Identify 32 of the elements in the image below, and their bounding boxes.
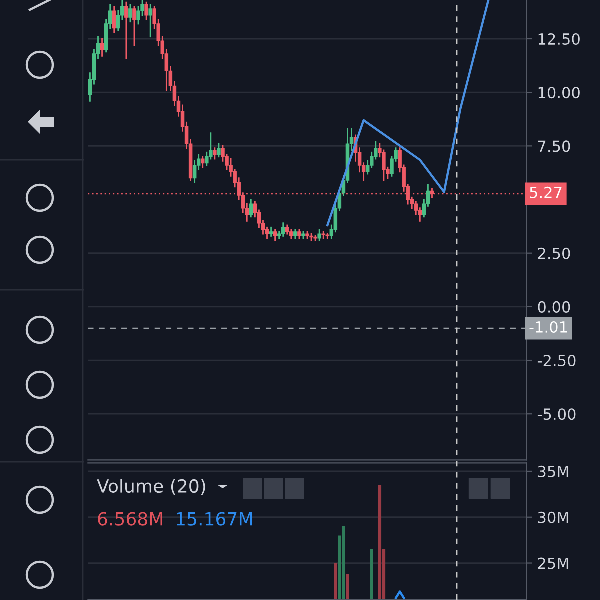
candlestick bbox=[213, 148, 217, 160]
y-tick-label: 30M bbox=[538, 512, 568, 524]
line-series bbox=[326, 0, 490, 227]
y-tick-label: 35M bbox=[538, 466, 568, 478]
y-tick-label: 25M bbox=[538, 558, 568, 570]
candlestick bbox=[124, 2, 128, 59]
y-tick-label: 0.00 bbox=[538, 301, 570, 313]
y-tick-label: 12.50 bbox=[538, 33, 580, 46]
text: Volume (20) bbox=[97, 479, 206, 496]
annotation: 15.167M bbox=[177, 512, 252, 526]
y-tick-label: 10.00 bbox=[538, 87, 580, 99]
candlestick bbox=[249, 199, 254, 218]
candlestick bbox=[273, 229, 278, 242]
candlestick bbox=[217, 143, 221, 158]
annotation: 6.568M bbox=[98, 512, 162, 526]
ref-line-label: 5.27 bbox=[530, 186, 562, 198]
y-tick-label: -5.00 bbox=[538, 408, 576, 420]
candlestick bbox=[201, 156, 205, 168]
candlestick bbox=[326, 233, 330, 240]
y-tick-label: 7.50 bbox=[538, 140, 570, 152]
candlestick bbox=[318, 229, 322, 242]
candlestick bbox=[112, 6, 116, 34]
candlestick bbox=[322, 231, 326, 240]
y-tick-label: -2.50 bbox=[538, 354, 576, 367]
y-tick-label: 2.50 bbox=[538, 248, 570, 260]
candlestick bbox=[281, 222, 286, 237]
candlestick bbox=[100, 38, 104, 57]
candlestick bbox=[148, 4, 152, 38]
candlestick bbox=[144, 2, 148, 20]
candlestick bbox=[128, 4, 132, 23]
candlestick bbox=[132, 6, 136, 46]
ref-line-label: -1.01 bbox=[530, 321, 568, 334]
